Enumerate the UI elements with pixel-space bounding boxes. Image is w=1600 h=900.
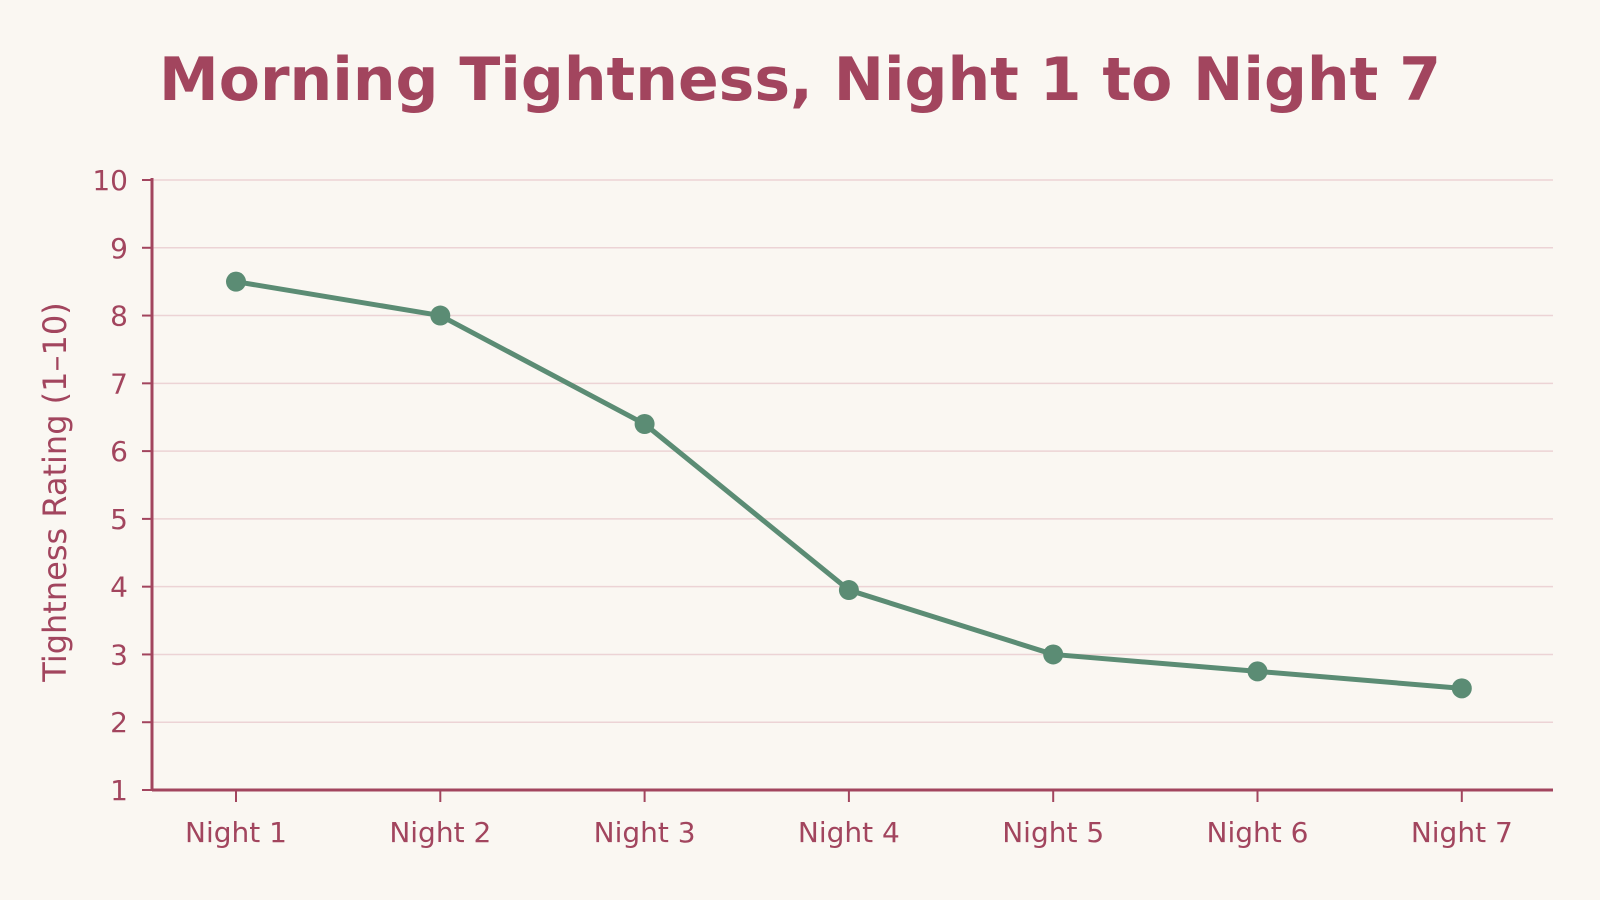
y-tick-label-10: 10 xyxy=(92,164,128,197)
data-point-night-7 xyxy=(1451,678,1472,699)
chart-title: Morning Tightness, Night 1 to Night 7 xyxy=(159,45,1441,115)
x-tick-label-6: Night 6 xyxy=(1207,816,1309,849)
x-tick-label-3: Night 3 xyxy=(594,816,696,849)
gridlines xyxy=(152,179,1553,723)
series-line-1 xyxy=(233,279,1465,691)
y-tick-label-1: 1 xyxy=(110,774,128,807)
y-tick-label-5: 5 xyxy=(110,503,128,536)
y-tick-label-8: 8 xyxy=(110,300,128,333)
x-tick-labels: Night 1 Night 2 Night 3 Night 4 Night 5 Night… xyxy=(185,816,1513,849)
data-point-night-2 xyxy=(430,305,451,326)
data-point-night-4 xyxy=(838,580,859,601)
data-point-night-1 xyxy=(226,271,246,292)
y-tick-label-6: 6 xyxy=(110,435,128,468)
x-tick-label-4: Night 4 xyxy=(798,816,900,849)
y-tick-label-2: 2 xyxy=(110,706,128,739)
x-tick-label-1: Night 1 xyxy=(185,816,287,849)
data-point-night-5 xyxy=(1043,644,1064,665)
x-tick-label-7: Night 7 xyxy=(1411,816,1513,849)
y-tick-label-9: 9 xyxy=(110,232,128,265)
y-axis-label: Tightness Rating (1–10) xyxy=(36,302,74,682)
axes xyxy=(142,178,1553,802)
series xyxy=(226,271,1472,699)
x-tick-label-2: Night 2 xyxy=(389,816,491,849)
y-tick-label-7: 7 xyxy=(110,367,128,400)
data-point-night-6 xyxy=(1247,661,1268,682)
data-point-night-3 xyxy=(634,414,655,434)
x-tick-label-5: Night 5 xyxy=(1002,816,1104,849)
y-tick-labels: 1 2 3 4 5 6 7 8 9 10 xyxy=(92,164,128,807)
y-tick-label-3: 3 xyxy=(110,638,128,671)
y-tick-label-4: 4 xyxy=(110,571,128,604)
